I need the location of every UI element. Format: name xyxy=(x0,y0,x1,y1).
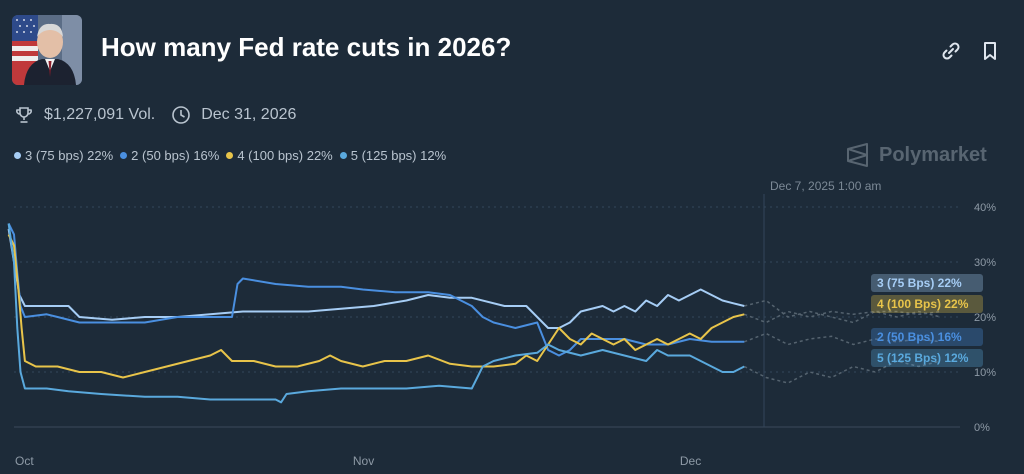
legend-dot xyxy=(226,151,234,159)
legend-item: 3 (75 bps) 22% xyxy=(14,148,113,163)
brand-name: Polymarket xyxy=(879,143,987,166)
forecast-line xyxy=(743,360,941,384)
forecast-line xyxy=(744,299,941,324)
legend-dot xyxy=(339,151,347,159)
end-label-box xyxy=(871,295,983,313)
market-meta: $1,227,091 Vol. Dec 31, 2026 xyxy=(14,105,296,125)
forecast-line xyxy=(744,310,941,324)
y-tick-label: 40% xyxy=(974,202,996,214)
end-label-box xyxy=(871,328,983,346)
market-avatar xyxy=(12,15,82,85)
end-label: 2 (50 Bps) 16% xyxy=(877,330,962,344)
polymarket-icon xyxy=(847,143,868,167)
forecast-line xyxy=(744,332,941,346)
x-tick-label: Oct xyxy=(15,454,34,468)
series-line xyxy=(7,228,745,329)
series-line xyxy=(7,223,745,404)
page-title: How many Fed rate cuts in 2026? xyxy=(101,32,512,62)
trophy-icon xyxy=(16,107,32,123)
polymarket-logo: Polymarket xyxy=(845,142,987,168)
chart-legend: 3 (75 bps) 22% 2 (50 bps) 16% 4 (100 bps… xyxy=(14,147,453,163)
price-chart[interactable]: 0% 10% 20% 30% 40% Oct Nov Dec Dec 7, 2025 1:00 … xyxy=(0,170,1024,474)
series-line xyxy=(7,234,745,379)
x-tick-label: Nov xyxy=(353,454,374,468)
legend-item: 5 (125 bps) 12% xyxy=(339,147,447,163)
end-date-text: Dec 31, 2026 xyxy=(201,106,297,123)
x-tick-label: Dec xyxy=(680,454,701,468)
y-tick-label: 0% xyxy=(974,422,990,434)
legend-dot xyxy=(14,151,21,159)
legend-dot xyxy=(120,151,128,159)
clock-icon xyxy=(172,106,191,124)
bookmark-icon[interactable] xyxy=(979,40,1001,62)
end-label: 5 (125 Bps) 12% xyxy=(877,351,969,365)
y-tick-label: 20% xyxy=(974,312,996,324)
legend-label: 4 (100 bps) 22% xyxy=(237,147,333,163)
legend-item: 2 (50 bps) 16% xyxy=(120,148,219,163)
link-icon[interactable] xyxy=(940,40,962,62)
end-label-box xyxy=(871,274,983,292)
end-label: 3 (75 Bps) 22% xyxy=(877,276,962,290)
y-tick-label: 30% xyxy=(974,257,996,269)
end-label: 4 (100 Bps) 22% xyxy=(877,297,969,311)
volume-text: $1,227,091 Vol. xyxy=(44,106,156,123)
legend-label: 5 (125 bps) 12% xyxy=(350,147,447,163)
y-tick-label: 10% xyxy=(974,367,996,379)
legend-label: 3 (75 bps) 22% xyxy=(25,147,114,163)
series-line xyxy=(7,223,745,357)
hover-timestamp: Dec 7, 2025 1:00 am xyxy=(770,179,881,193)
legend-item: 4 (100 bps) 22% xyxy=(226,147,333,163)
end-label-box xyxy=(871,349,983,367)
legend-label: 2 (50 bps) 16% xyxy=(131,147,220,163)
